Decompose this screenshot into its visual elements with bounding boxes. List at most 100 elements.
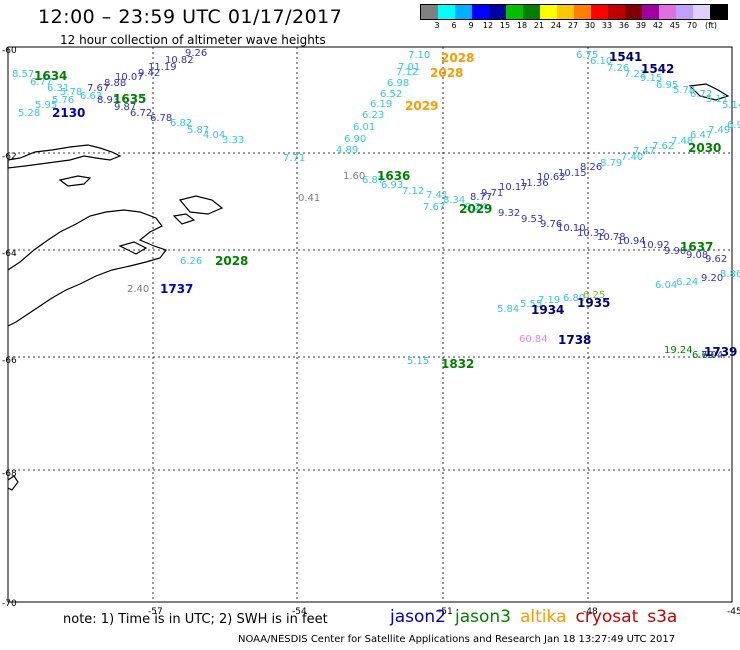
legend-label: 30	[584, 21, 596, 30]
pass-time-label: 1738	[558, 333, 591, 347]
wave-height-value: 9.15	[640, 73, 662, 84]
coastline-west-bottom	[7, 475, 19, 491]
legend-swatch	[438, 5, 455, 19]
legend-label: 45	[669, 21, 681, 30]
wave-height-value: 6.72	[130, 108, 152, 119]
legend-label: 6	[451, 21, 457, 30]
legend-label: 70	[686, 21, 698, 30]
map-subtitle: 12 hour collection of altimeter wave hei…	[60, 33, 326, 47]
wave-height-value: 6.19	[370, 99, 392, 110]
mission-jason3: jason3	[455, 607, 511, 627]
wave-height-value: 7.41	[426, 190, 448, 201]
wave-height-value: 19.24	[664, 345, 693, 356]
legend-label: 39	[635, 21, 647, 30]
wave-height-value: 10.78	[597, 232, 626, 243]
legend-label: 21	[533, 21, 545, 30]
pass-time-label: 2028	[430, 66, 463, 80]
pass-time-labels: 1634163521302028202820291541154220301636…	[34, 50, 737, 371]
legend-swatch	[608, 5, 625, 19]
pass-time-label: 2029	[405, 99, 438, 113]
wave-height-value: 8.88	[104, 78, 126, 89]
legend-swatch	[710, 5, 727, 19]
pass-time-label: 1739	[704, 345, 737, 359]
pass-time-label: 1934	[531, 303, 564, 317]
wave-height-value: 6.72	[690, 89, 712, 100]
mission-jason2: jason2	[390, 607, 446, 627]
wave-height-value: 7.10	[408, 50, 430, 61]
wave-height-value: 9.26	[185, 48, 207, 59]
legend-swatch	[489, 5, 506, 19]
legend-label: 15	[499, 21, 511, 30]
wave-height-value: 6.69	[692, 350, 714, 361]
pass-time-label: 2029	[459, 202, 492, 216]
wave-height-value: 8.34	[443, 195, 465, 206]
lon-tick-label: -57	[148, 607, 163, 617]
wave-height-value: 9.08	[686, 250, 708, 261]
wave-height-value: 6.87	[362, 175, 384, 186]
footer-note: note: 1) Time is in UTC; 2) SWH is in fe…	[63, 612, 328, 627]
legend-swatch	[625, 5, 642, 19]
wave-height-value: 1.60	[343, 171, 365, 182]
wave-height-value: 7.12	[396, 67, 418, 78]
coastline-island-4	[118, 241, 148, 255]
wave-height-value: 60.84	[519, 334, 548, 345]
wave-height-value: 6.98	[387, 78, 409, 89]
wave-height-value: 8.93	[97, 95, 119, 106]
legend-label: 3	[434, 21, 440, 30]
wave-height-value: 9.53	[521, 214, 543, 225]
pass-time-label: 1832	[441, 357, 474, 371]
wave-height-value: 8.79	[600, 158, 622, 169]
legend-label: 27	[567, 21, 579, 30]
wave-height-value: 5.84	[497, 304, 519, 315]
wave-height-value: 4.04	[203, 130, 225, 141]
coastline-peninsula	[7, 209, 167, 327]
wave-height-value: 11.36	[520, 178, 549, 189]
pass-time-label: 1935	[577, 296, 610, 310]
mission-altika: altika	[520, 607, 567, 627]
wave-height-value: 5.87	[187, 125, 209, 136]
wave-height-value: 7.01	[398, 62, 420, 73]
legend-swatch	[455, 5, 472, 19]
wave-height-value: 6.78	[150, 113, 172, 124]
pass-time-label: 1542	[641, 62, 674, 76]
wave-height-value: 6.10	[590, 56, 612, 67]
wave-height-value: 6.23	[362, 110, 384, 121]
wave-height-value: 3.33	[222, 135, 244, 146]
pass-time-label: 1637	[680, 240, 713, 254]
lat-tick-label: -68	[2, 469, 17, 479]
legend-swatch	[642, 5, 659, 19]
wave-height-value: 6.93	[381, 180, 403, 191]
wave-height-value: 6.47	[690, 130, 712, 141]
lat-tick-label: -64	[2, 249, 17, 259]
footer-credit: NOAA/NESDIS Center for Satellite Applica…	[238, 634, 676, 645]
wave-height-value: 6.26	[180, 256, 202, 267]
wave-height-value: 6.63	[80, 91, 102, 102]
wave-height-value: 6.95	[656, 80, 678, 91]
pass-time-label: 1636	[377, 169, 410, 183]
coastline-island-small-2	[178, 195, 224, 215]
wave-height-value: 6.24	[676, 277, 698, 288]
wave-height-value: 7.26	[607, 63, 629, 74]
wave-height-value: 5.76	[52, 95, 74, 106]
wave-height-value: 9.76	[540, 219, 562, 230]
wave-height-value: 10.10	[557, 223, 586, 234]
wave-height-value: 10.62	[537, 172, 566, 183]
wave-height-value: 6.9	[727, 120, 740, 131]
wave-height-value: 7.67	[87, 83, 109, 94]
wave-height-value: 7.71	[283, 153, 305, 164]
legend-label: 18	[516, 21, 528, 30]
wave-height-color-scale	[420, 4, 728, 20]
wave-height-value: 10.07	[115, 72, 144, 83]
coastline-island-north	[7, 144, 122, 169]
coastline-island-east	[688, 83, 730, 101]
legend-swatch	[540, 5, 557, 19]
legend-swatch	[506, 5, 523, 19]
legend-unit: (ft)	[704, 21, 718, 30]
wave-height-value: 10.94	[617, 236, 646, 247]
map-frame	[7, 46, 733, 603]
wave-height-value: 8.26	[580, 162, 602, 173]
wave-height-value: 5.14	[722, 100, 740, 111]
lon-tick-label: -45	[727, 607, 740, 617]
wave-height-value: 10.15	[558, 168, 587, 179]
wave-height-value: 2.40	[127, 284, 149, 295]
